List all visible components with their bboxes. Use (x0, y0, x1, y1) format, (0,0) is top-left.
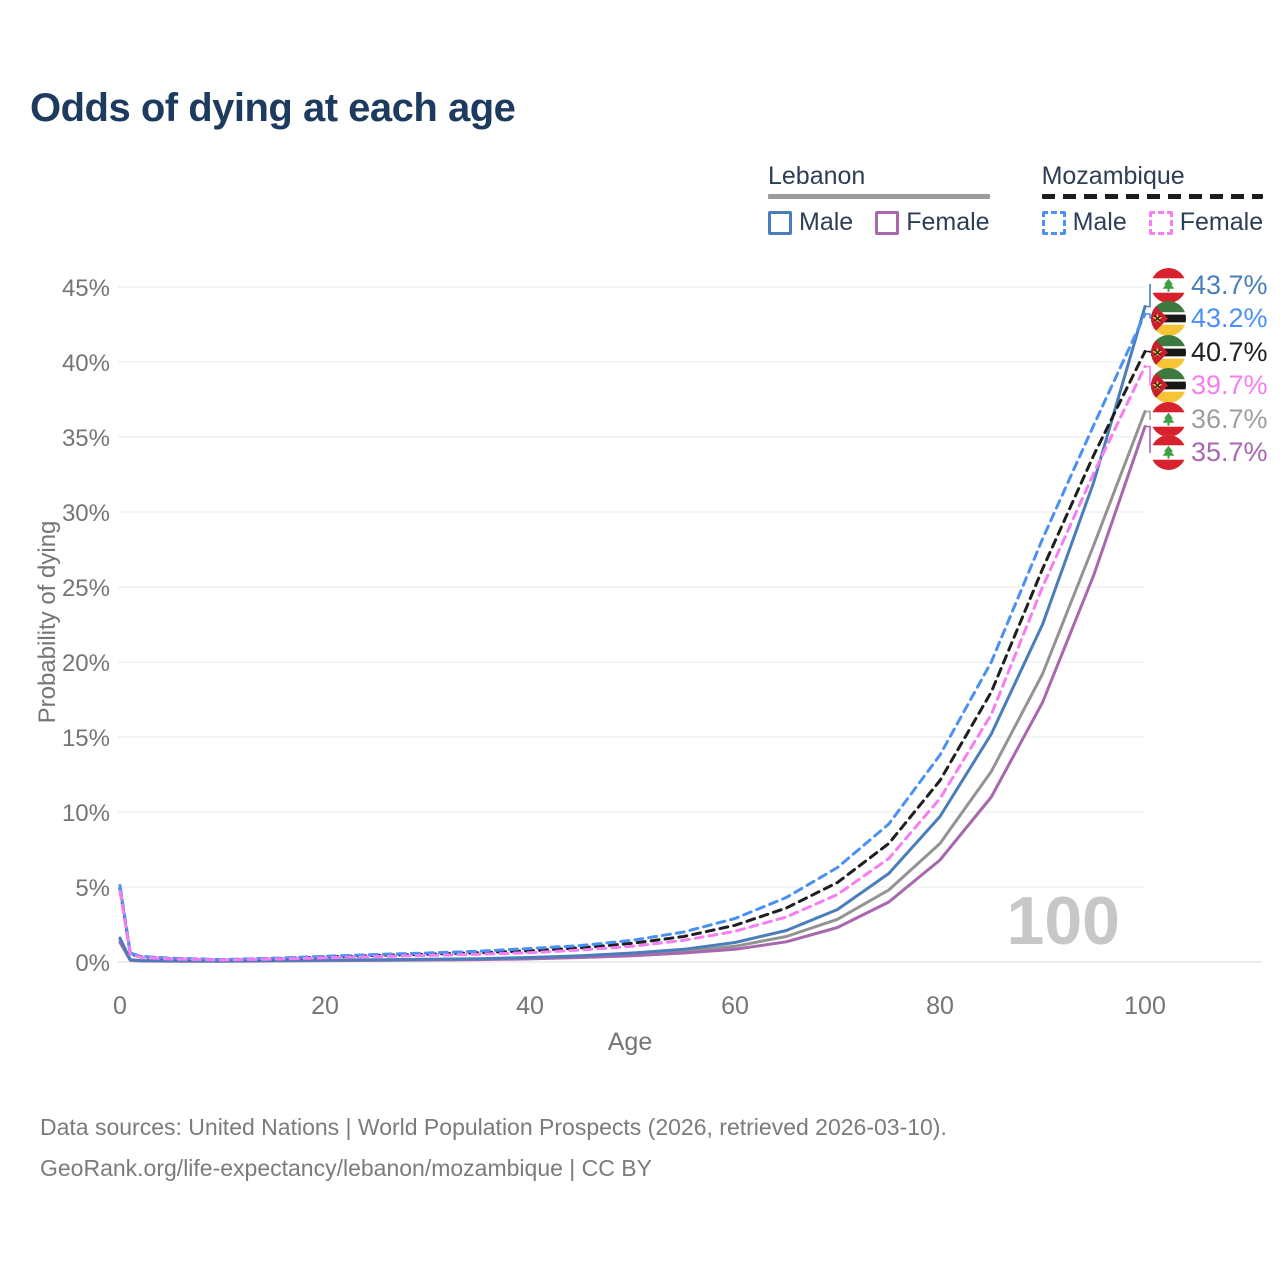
legend-item-label: Female (906, 208, 990, 236)
lebanon-flag-icon (1151, 435, 1186, 470)
series-line-mozambique-female[interactable] (118, 365, 1147, 962)
lebanon-solid-line-swatch-icon (768, 194, 990, 199)
data-sources-text: Data sources: United Nations | World Pop… (40, 1114, 947, 1140)
lebanon-female-swatch-icon (875, 210, 900, 235)
end-label-lebanon-female: 35.7% (1151, 435, 1268, 470)
end-label-lebanon-male: 43.7% (1151, 268, 1268, 303)
legend-item-label: Male (1072, 208, 1127, 236)
y-tick-label: 40% (62, 350, 110, 377)
series-line-lebanon-both[interactable] (118, 410, 1147, 963)
x-axis-title: Age (607, 1028, 653, 1056)
x-tick-label: 20 (311, 992, 339, 1020)
legend-item-label: Female (1179, 208, 1264, 236)
y-tick-label: 0% (75, 950, 110, 977)
end-label-mozambique-female: 39.7% (1151, 368, 1268, 403)
x-tick-label: 0 (113, 992, 127, 1020)
legend-item-mozambique-male[interactable]: Male (1041, 208, 1127, 237)
y-tick-label: 25% (62, 575, 110, 602)
end-label-value: 43.2% (1191, 303, 1268, 333)
x-tick-label: 80 (926, 992, 954, 1020)
y-tick-label: 30% (62, 500, 110, 527)
y-tick-label: 5% (75, 875, 110, 902)
mozambique-female-swatch-icon (1148, 210, 1173, 235)
mozambique-flag-icon (1151, 301, 1186, 336)
lebanon-male-swatch-icon (768, 210, 792, 235)
end-label-lebanon-both: 36.7% (1151, 402, 1268, 437)
end-label-value: 35.7% (1191, 437, 1268, 467)
attribution-text: GeoRank.org/life-expectancy/lebanon/moza… (40, 1155, 652, 1181)
mozambique-flag-icon (1151, 368, 1186, 403)
series-line-mozambique-both[interactable] (118, 350, 1147, 962)
y-tick-label: 35% (62, 425, 110, 452)
series-line-mozambique-male[interactable] (118, 312, 1147, 961)
x-tick-label: 60 (721, 992, 749, 1020)
end-label-mozambique-both: 40.7% (1151, 335, 1268, 370)
mozambique-male-swatch-icon (1041, 210, 1066, 235)
legend: Lebanon Male Female Mozambique (768, 162, 1264, 237)
legend-country-label: Lebanon (768, 162, 866, 190)
lebanon-flag-icon (1151, 402, 1186, 437)
mozambique-dashed-line-swatch-icon (1041, 194, 1264, 199)
end-label-mozambique-male: 43.2% (1151, 301, 1268, 336)
legend-country-label: Mozambique (1041, 162, 1185, 190)
legend-item-lebanon-female[interactable]: Female (875, 208, 990, 237)
footer: Data sources: United Nations | World Pop… (40, 1107, 947, 1189)
legend-country-mozambique[interactable]: Mozambique (1041, 162, 1264, 199)
page-title: Odds of dying at each age (30, 86, 516, 130)
x-tick-label: 100 (1124, 992, 1166, 1020)
legend-group-mozambique: Mozambique Male Female (1041, 162, 1264, 237)
end-label-value: 39.7% (1191, 370, 1268, 400)
age-counter-watermark: 100 (1006, 883, 1120, 959)
end-label-value: 36.7% (1191, 404, 1268, 434)
end-label-value: 43.7% (1191, 270, 1268, 300)
end-label-value: 40.7% (1191, 337, 1268, 367)
lebanon-flag-icon (1151, 268, 1186, 303)
legend-group-lebanon: Lebanon Male Female (768, 162, 990, 237)
legend-item-lebanon-male[interactable]: Male (768, 208, 853, 237)
y-tick-label: 15% (62, 725, 110, 752)
legend-item-label: Male (799, 208, 854, 236)
series-line-lebanon-male[interactable] (118, 305, 1147, 963)
y-tick-label: 20% (62, 650, 110, 677)
y-tick-label: 10% (62, 800, 110, 827)
x-tick-label: 40 (516, 992, 544, 1020)
y-tick-label: 45% (62, 275, 110, 302)
mozambique-flag-icon (1151, 335, 1186, 370)
legend-country-lebanon[interactable]: Lebanon (768, 162, 990, 199)
legend-item-mozambique-female[interactable]: Female (1148, 208, 1264, 237)
